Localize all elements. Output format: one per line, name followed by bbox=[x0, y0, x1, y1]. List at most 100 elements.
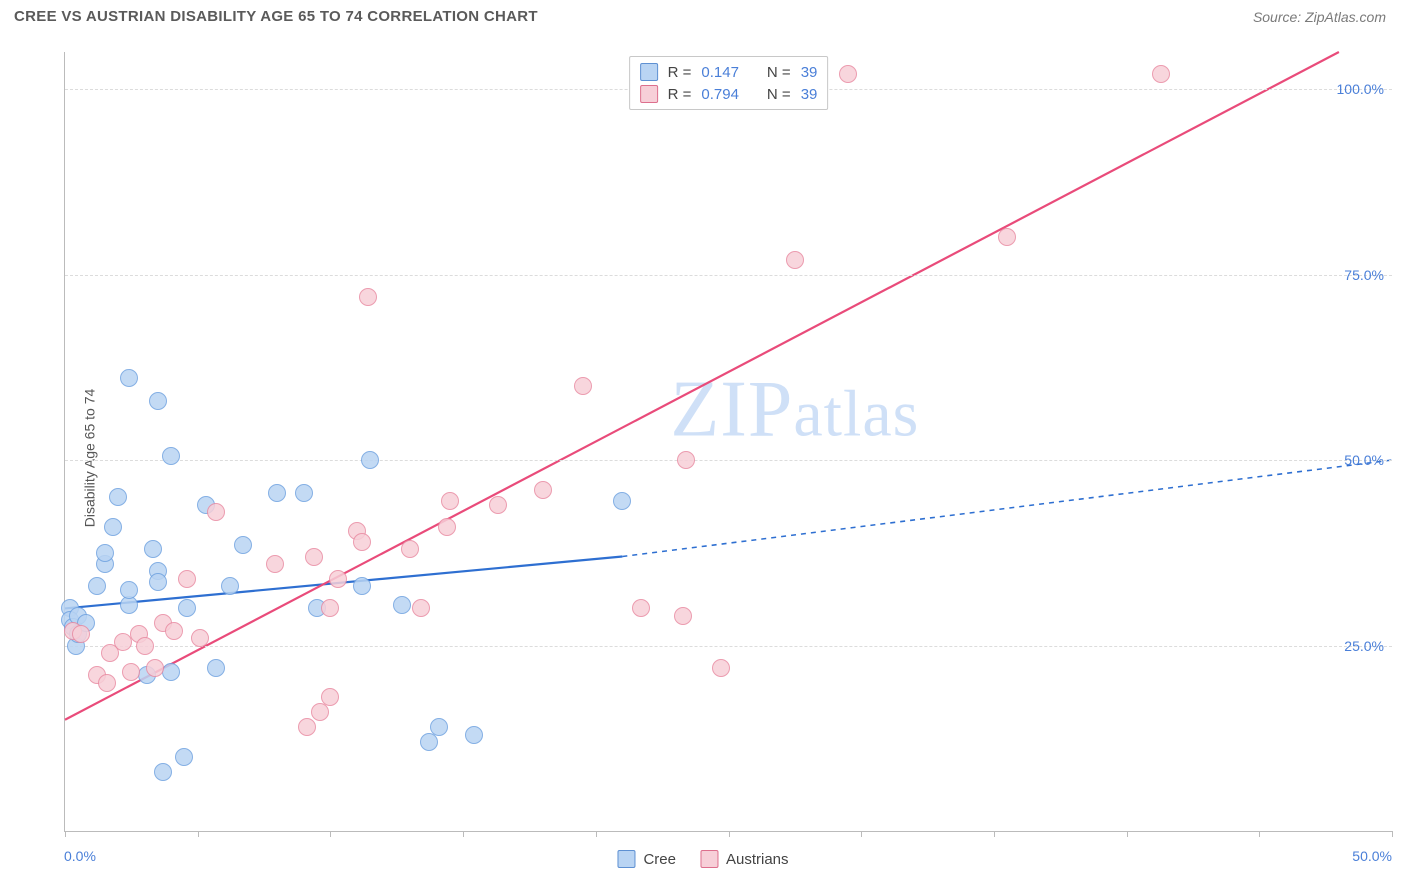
data-point bbox=[632, 599, 650, 617]
n-label: N = bbox=[767, 64, 791, 81]
n-value: 39 bbox=[801, 64, 818, 81]
data-point bbox=[321, 599, 339, 617]
data-point bbox=[136, 637, 154, 655]
data-point bbox=[534, 481, 552, 499]
data-point bbox=[178, 570, 196, 588]
data-point bbox=[998, 228, 1016, 246]
data-point bbox=[441, 492, 459, 510]
data-point bbox=[266, 555, 284, 573]
r-label: R = bbox=[668, 86, 692, 103]
n-value: 39 bbox=[801, 86, 818, 103]
data-point bbox=[109, 488, 127, 506]
data-point bbox=[393, 596, 411, 614]
gridline bbox=[65, 646, 1392, 647]
data-point bbox=[839, 65, 857, 83]
trend-lines bbox=[65, 52, 1392, 831]
data-point bbox=[574, 377, 592, 395]
n-label: N = bbox=[767, 86, 791, 103]
x-tick bbox=[330, 831, 331, 837]
x-tick bbox=[861, 831, 862, 837]
legend-row: R = 0.147 N = 39 bbox=[640, 61, 818, 83]
legend-item: Cree bbox=[617, 850, 676, 868]
data-point bbox=[165, 622, 183, 640]
data-point bbox=[146, 659, 164, 677]
r-value: 0.147 bbox=[701, 64, 739, 81]
data-point bbox=[311, 703, 329, 721]
data-point bbox=[149, 573, 167, 591]
correlation-legend: R = 0.147 N = 39 R = 0.794 N = 39 bbox=[629, 56, 829, 110]
data-point bbox=[712, 659, 730, 677]
data-point bbox=[122, 663, 140, 681]
watermark: ZIPatlas bbox=[670, 365, 919, 456]
x-tick bbox=[1259, 831, 1260, 837]
data-point bbox=[149, 392, 167, 410]
chart-title: CREE VS AUSTRIAN DISABILITY AGE 65 TO 74… bbox=[14, 8, 538, 25]
x-tick bbox=[994, 831, 995, 837]
plot-area: ZIPatlas R = 0.147 N = 39 R = 0.794 N = 39 25.0… bbox=[64, 52, 1392, 832]
data-point bbox=[489, 496, 507, 514]
data-point bbox=[88, 577, 106, 595]
data-point bbox=[305, 548, 323, 566]
legend-item: Austrians bbox=[700, 850, 789, 868]
x-tick bbox=[729, 831, 730, 837]
data-point bbox=[234, 536, 252, 554]
r-value: 0.794 bbox=[701, 86, 739, 103]
x-axis-max-label: 50.0% bbox=[1352, 848, 1392, 864]
data-point bbox=[72, 625, 90, 643]
r-label: R = bbox=[668, 64, 692, 81]
data-point bbox=[298, 718, 316, 736]
data-point bbox=[674, 607, 692, 625]
data-point bbox=[677, 451, 695, 469]
data-point bbox=[412, 599, 430, 617]
data-point bbox=[295, 484, 313, 502]
legend-label: Austrians bbox=[726, 851, 789, 868]
data-point bbox=[430, 718, 448, 736]
data-point bbox=[207, 659, 225, 677]
legend-swatch bbox=[617, 850, 635, 868]
x-tick bbox=[596, 831, 597, 837]
data-point bbox=[465, 726, 483, 744]
y-tick-label: 75.0% bbox=[1344, 267, 1384, 283]
data-point bbox=[98, 674, 116, 692]
y-tick-label: 100.0% bbox=[1337, 81, 1384, 97]
data-point bbox=[359, 288, 377, 306]
legend-row: R = 0.794 N = 39 bbox=[640, 83, 818, 105]
data-point bbox=[613, 492, 631, 510]
data-point bbox=[144, 540, 162, 558]
series-legend: Cree Austrians bbox=[617, 850, 788, 868]
y-tick-label: 25.0% bbox=[1344, 638, 1384, 654]
y-tick-label: 50.0% bbox=[1344, 452, 1384, 468]
data-point bbox=[175, 748, 193, 766]
x-tick bbox=[1392, 831, 1393, 837]
gridline bbox=[65, 275, 1392, 276]
legend-label: Cree bbox=[643, 851, 676, 868]
data-point bbox=[96, 544, 114, 562]
data-point bbox=[401, 540, 419, 558]
chart-container: Disability Age 65 to 74 ZIPatlas R =0.14… bbox=[14, 34, 1392, 882]
data-point bbox=[154, 763, 172, 781]
x-axis-min-label: 0.0% bbox=[64, 848, 96, 864]
data-point bbox=[321, 688, 339, 706]
data-point bbox=[207, 503, 225, 521]
x-tick bbox=[463, 831, 464, 837]
data-point bbox=[353, 533, 371, 551]
header: CREE VS AUSTRIAN DISABILITY AGE 65 TO 74… bbox=[0, 0, 1406, 25]
data-point bbox=[120, 581, 138, 599]
source-label: Source: ZipAtlas.com bbox=[1253, 9, 1386, 25]
legend-swatch bbox=[640, 63, 658, 81]
data-point bbox=[162, 663, 180, 681]
data-point bbox=[104, 518, 122, 536]
data-point bbox=[329, 570, 347, 588]
data-point bbox=[221, 577, 239, 595]
data-point bbox=[786, 251, 804, 269]
x-tick bbox=[1127, 831, 1128, 837]
data-point bbox=[268, 484, 286, 502]
data-point bbox=[438, 518, 456, 536]
data-point bbox=[162, 447, 180, 465]
legend-swatch bbox=[700, 850, 718, 868]
legend-swatch bbox=[640, 85, 658, 103]
data-point bbox=[420, 733, 438, 751]
gridline bbox=[65, 460, 1392, 461]
x-tick bbox=[198, 831, 199, 837]
data-point bbox=[361, 451, 379, 469]
